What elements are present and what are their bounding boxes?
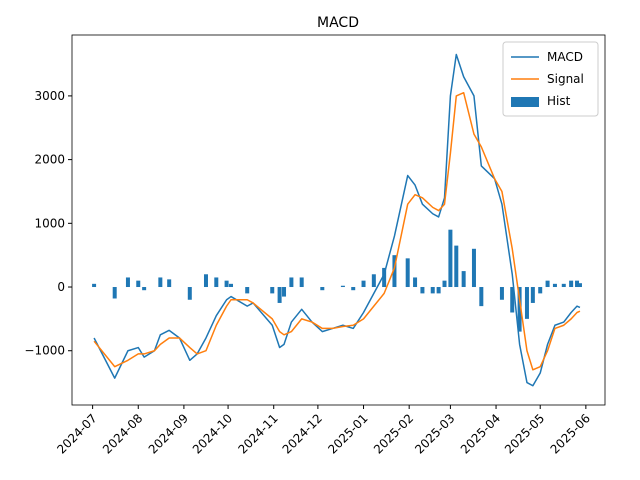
hist-bar: [413, 277, 418, 288]
hist-bar: [569, 280, 574, 288]
hist-bar: [436, 287, 441, 294]
hist-bar: [524, 287, 529, 319]
hist-bar: [510, 287, 515, 313]
hist-bar: [382, 267, 387, 288]
hist-bar: [142, 287, 147, 291]
hist-bar: [461, 271, 466, 288]
legend-label: MACD: [547, 50, 583, 64]
hist-bar: [167, 279, 172, 288]
hist-bar: [299, 277, 304, 288]
x-tick-label: 2025-01: [325, 411, 370, 456]
hist-bar: [282, 287, 287, 297]
hist-bar: [538, 287, 543, 294]
hist-bar: [214, 277, 219, 288]
hist-bar: [245, 287, 250, 294]
x-tick-label: 2025-02: [371, 411, 416, 456]
hist-bar: [392, 255, 397, 288]
hist-bar: [187, 287, 192, 300]
y-tick-label: 0: [57, 280, 65, 294]
hist-bar: [517, 287, 522, 332]
hist-bar: [448, 229, 453, 288]
hist-bar: [454, 245, 459, 288]
legend-label: Hist: [547, 94, 571, 108]
legend-label: Signal: [547, 72, 584, 86]
x-tick-label: 2024-11: [235, 411, 280, 456]
hist-bar: [561, 283, 566, 288]
hist-bar: [471, 248, 476, 288]
x-tick-label: 2024-09: [146, 411, 191, 456]
hist-bar: [499, 287, 504, 300]
x-tick-label: 2025-03: [412, 411, 457, 456]
x-tick-label: 2025-06: [548, 411, 593, 456]
hist-bar: [224, 280, 229, 288]
hist-bar: [442, 280, 447, 288]
hist-bar: [277, 287, 282, 303]
hist-bar: [270, 287, 275, 294]
hist-bar: [530, 287, 535, 303]
hist-bar: [479, 287, 484, 307]
hist-bar: [289, 277, 294, 288]
x-tick-label: 2024-08: [100, 411, 145, 456]
x-tick-label: 2025-04: [458, 411, 503, 456]
x-tick-label: 2024-10: [190, 411, 235, 456]
hist-bar: [405, 258, 410, 288]
hist-bar: [351, 287, 356, 291]
hist-bar: [361, 280, 366, 288]
x-tick-label: 2024-12: [280, 411, 325, 456]
hist-bar: [575, 280, 580, 288]
hist-bar: [340, 285, 345, 288]
hist-bar: [229, 283, 234, 288]
hist-bar: [112, 287, 117, 299]
plot-frame: [71, 34, 606, 406]
hist-bar: [420, 287, 425, 294]
hist-bar: [125, 277, 130, 288]
chart-title: MACD: [317, 15, 359, 31]
x-tick-label: 2025-05: [502, 411, 547, 456]
y-tick-label: 2000: [34, 153, 65, 167]
hist-bar: [92, 283, 97, 288]
hist-bar: [136, 280, 141, 288]
x-tick-label: 2024-07: [54, 411, 99, 456]
y-tick-label: 3000: [34, 89, 65, 103]
legend-swatch: [511, 97, 539, 107]
line-0: [93, 53, 581, 387]
hist-bar: [545, 280, 550, 288]
hist-bar: [371, 274, 376, 288]
y-tick-label: 1000: [34, 216, 65, 230]
hist-bar: [430, 287, 435, 294]
hist-bar: [552, 283, 557, 288]
line-1: [93, 91, 581, 371]
hist-bar: [577, 283, 582, 288]
hist-bar: [158, 277, 163, 288]
y-tick-label: −1000: [24, 344, 65, 358]
hist-bar: [203, 274, 208, 288]
hist-bar: [320, 287, 325, 291]
